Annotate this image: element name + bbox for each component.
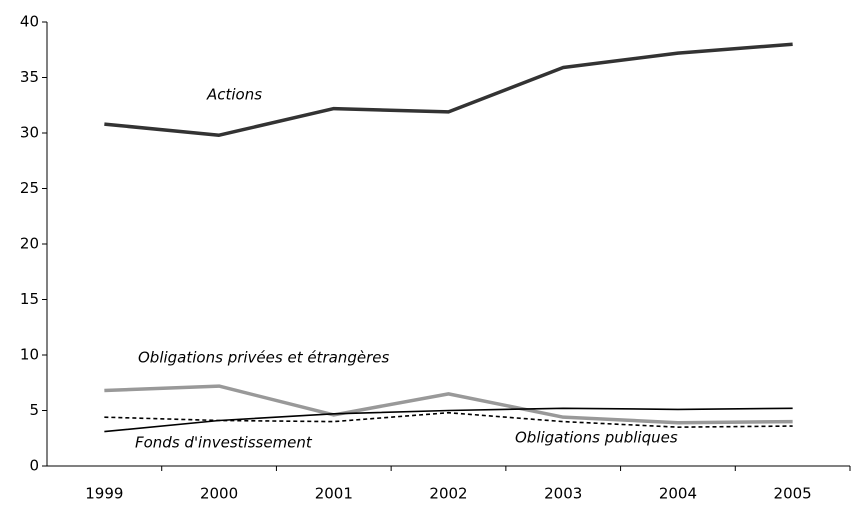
y-tick-label: 15 xyxy=(20,290,39,308)
series-line xyxy=(104,42,793,137)
y-tick-label: 40 xyxy=(20,13,39,31)
y-tick-label: 10 xyxy=(20,346,39,364)
series-line xyxy=(104,384,793,425)
series-label: Obligations publiques xyxy=(515,429,678,447)
x-tick-label: 2005 xyxy=(774,485,812,503)
x-tick-label: 2003 xyxy=(544,485,582,503)
x-tick-label: 2002 xyxy=(429,485,467,503)
series-line xyxy=(104,407,793,433)
series-label: Fonds d'investissement xyxy=(135,434,313,452)
series-label: Actions xyxy=(206,86,262,104)
y-tick-label: 0 xyxy=(29,457,39,475)
y-tick-label: 35 xyxy=(20,68,39,86)
x-tick-label: 2000 xyxy=(200,485,238,503)
y-tick-label: 30 xyxy=(20,124,39,142)
y-tick-label: 20 xyxy=(20,235,39,253)
x-tick-label: 2001 xyxy=(315,485,353,503)
x-tick-label: 1999 xyxy=(85,485,123,503)
series-label: Obligations privées et étrangères xyxy=(138,349,389,367)
y-tick-label: 5 xyxy=(29,401,39,419)
y-tick-label: 25 xyxy=(20,179,39,197)
x-tick-label: 2004 xyxy=(659,485,697,503)
series-line xyxy=(104,411,793,428)
